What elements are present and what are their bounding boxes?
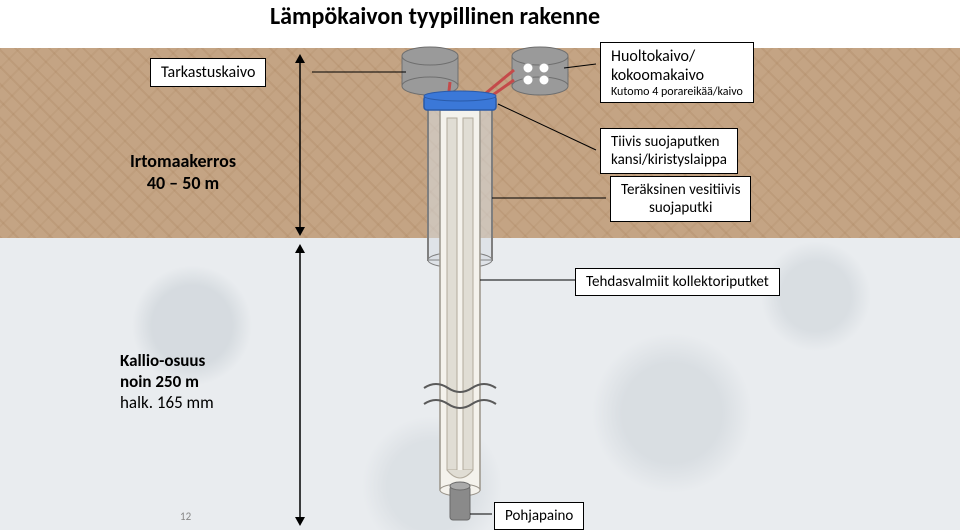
diagram-svg bbox=[0, 0, 960, 530]
label-tarkastuskaivo: Tarkastuskaivo bbox=[150, 58, 266, 87]
label-line: kokoomakaivo bbox=[611, 66, 743, 85]
label-line: suojaputki bbox=[621, 199, 740, 217]
page-number: 12 bbox=[180, 510, 191, 523]
label-huoltokaivo: Huoltokaivo/ kokoomakaivo Kutomo 4 porar… bbox=[600, 42, 754, 103]
label-line: Teräksinen vesitiivis bbox=[621, 181, 740, 199]
label-line: Tiivis suojaputken bbox=[611, 133, 727, 151]
label-text: Tarkastuskaivo bbox=[161, 63, 255, 82]
label-kallio: Kallio-osuus noin 250 m halk. 165 mm bbox=[120, 350, 214, 413]
label-kansi: Tiivis suojaputken kansi/kiristyslaippa bbox=[600, 128, 738, 174]
label-text: Tehdasvalmiit kollektoriputket bbox=[586, 273, 769, 291]
label-line: Kallio-osuus bbox=[120, 350, 214, 371]
label-line: kansi/kiristyslaippa bbox=[611, 151, 727, 169]
label-line: Irtomaakerros bbox=[130, 150, 236, 172]
label-teras: Teräksinen vesitiivis suojaputki bbox=[610, 176, 751, 222]
label-irtomaakerros: Irtomaakerros 40 – 50 m bbox=[130, 150, 236, 194]
diagram-stage: Lämpökaivon tyypillinen rakenne Tarkastu… bbox=[0, 0, 960, 530]
label-text: Pohjapaino bbox=[505, 507, 573, 525]
label-subline: Kutomo 4 porareikää/kaivo bbox=[611, 85, 743, 99]
label-line: noin 250 m bbox=[120, 371, 214, 392]
label-pohjapaino: Pohjapaino bbox=[494, 502, 584, 530]
label-kollektori: Tehdasvalmiit kollektoriputket bbox=[575, 268, 780, 296]
label-line: halk. 165 mm bbox=[120, 392, 214, 413]
diagram-title: Lämpökaivon tyypillinen rakenne bbox=[270, 2, 600, 31]
label-line: Huoltokaivo/ bbox=[611, 47, 743, 66]
label-line: 40 – 50 m bbox=[130, 172, 236, 194]
